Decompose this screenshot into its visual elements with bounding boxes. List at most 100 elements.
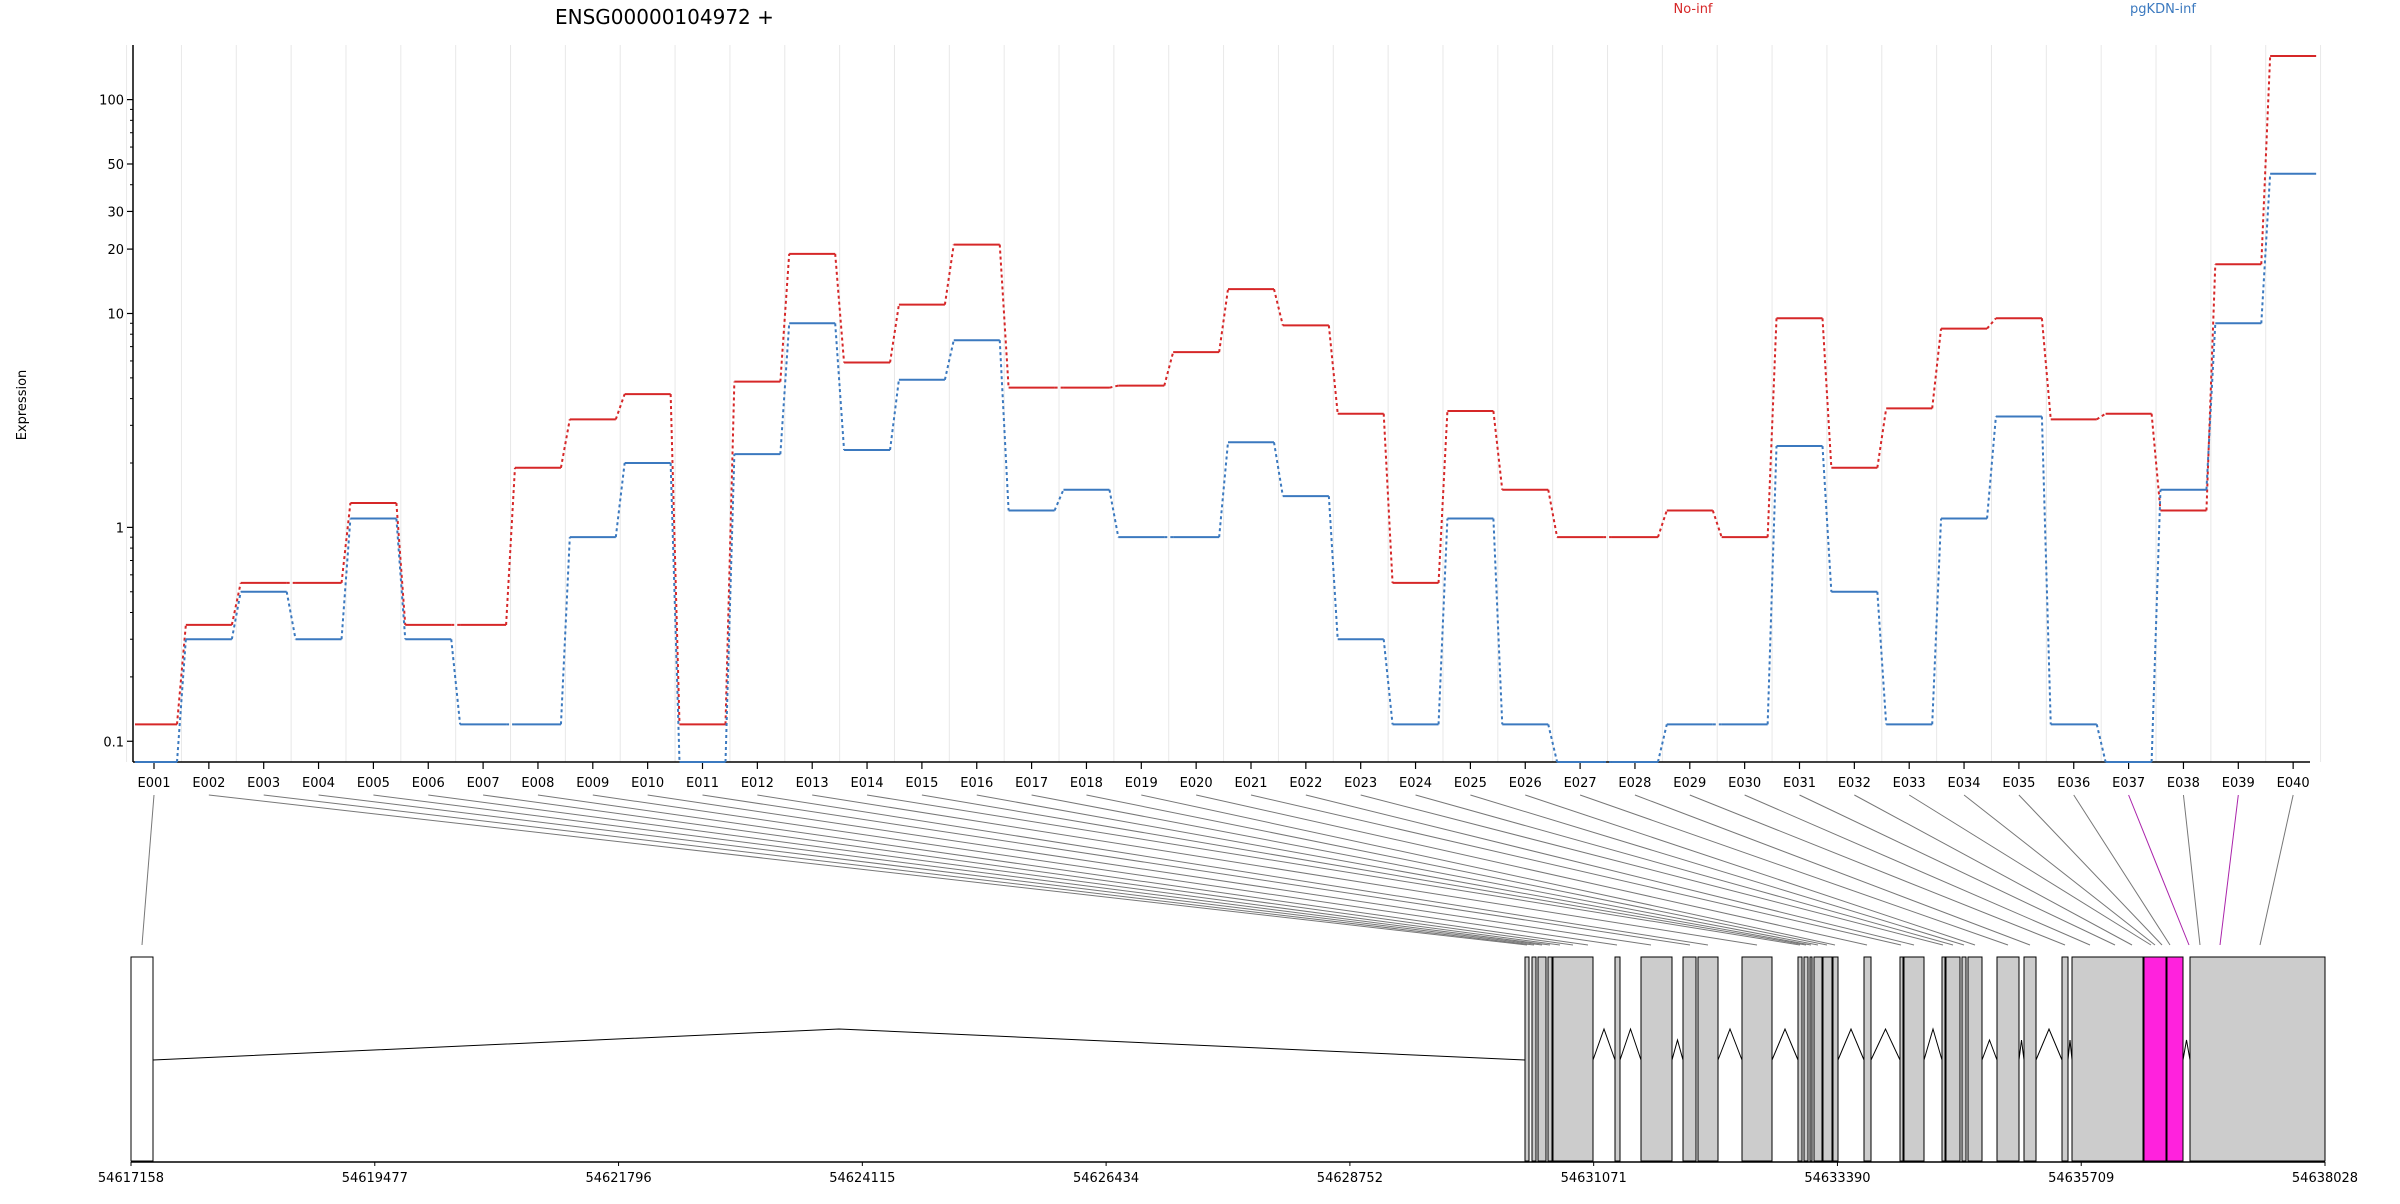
x-tick-label: E001 [137, 776, 170, 791]
exon-box [1797, 956, 1803, 1162]
exon-link-line [1963, 794, 2156, 946]
series-connector [285, 591, 297, 640]
series-connector [340, 502, 352, 584]
exon-link-line [2128, 794, 2190, 946]
x-tick-label: E038 [2167, 776, 2200, 791]
exon-link-line [537, 794, 1589, 946]
genomic-coordinate-label: 54631071 [1561, 1171, 1627, 1186]
series-connector [1876, 408, 1888, 468]
chart-title: ENSG00000104972 + [555, 5, 774, 29]
series-connector [1108, 489, 1120, 538]
intron-line [1671, 1038, 1684, 1061]
x-tick-label: E035 [2002, 776, 2035, 791]
exon-box [1822, 956, 1833, 1162]
exon-link-line [757, 794, 1709, 946]
exon-link-line [1579, 794, 2009, 946]
series-connector [943, 339, 955, 380]
exon-link-line [1360, 794, 1944, 946]
intron-line [2182, 1039, 2191, 1061]
exon-box [1547, 956, 1553, 1162]
intron-line [1981, 1038, 1998, 1061]
series-connector [2150, 413, 2162, 511]
exon-link-line [1908, 794, 2152, 946]
series-pgkdn-inf [135, 172, 2317, 763]
series-connector [2096, 412, 2107, 421]
series-connector [450, 639, 462, 725]
x-tick-label: E032 [1838, 776, 1871, 791]
y-tick-label: 10 [107, 307, 124, 322]
y-tick-label: 30 [107, 205, 124, 220]
x-tick-label: E016 [960, 776, 993, 791]
x-tick-label: E014 [851, 776, 884, 791]
exon-box [2061, 956, 2069, 1162]
exon-link-line [866, 794, 1801, 946]
series-connector [1657, 510, 1668, 538]
intron-line [1870, 1027, 1901, 1061]
x-tick-label: E017 [1015, 776, 1048, 791]
series-connector [1547, 489, 1559, 538]
x-tick-label: E027 [1564, 776, 1597, 791]
genomic-coordinate-label: 54633390 [1804, 1171, 1870, 1186]
series-connector [395, 518, 407, 640]
exon-box [1614, 956, 1621, 1162]
exon-link-line [428, 794, 1561, 946]
series-layer [135, 54, 2317, 763]
x-tick-label: E002 [192, 776, 225, 791]
exon-box [1996, 956, 2020, 1162]
x-tick-label: E005 [357, 776, 390, 791]
x-tick-label: E008 [521, 776, 554, 791]
exon-link-line [2182, 794, 2201, 946]
series-connector [2205, 323, 2217, 490]
exon-link-line [1141, 794, 1836, 946]
exon-box [1741, 956, 1773, 1162]
series-connector [1876, 591, 1888, 725]
series-connector [614, 393, 626, 420]
intron-line [2018, 1039, 2025, 1061]
exon-link-line [1470, 794, 1965, 946]
intron-line [2035, 1027, 2063, 1061]
exon-box [1809, 956, 1813, 1162]
x-tick-label: E007 [467, 776, 500, 791]
series-connector [505, 467, 516, 625]
exon-box [2143, 956, 2167, 1162]
series-connector [889, 304, 900, 363]
exon-box [1941, 956, 1946, 1162]
intron-line [1837, 1027, 1865, 1061]
genomic-coordinate-label: 54619477 [342, 1171, 408, 1186]
exon-box [1640, 956, 1673, 1162]
x-tick-label: E020 [1180, 776, 1213, 791]
exon-box [1537, 956, 1547, 1162]
intron-line [1771, 1027, 1799, 1061]
x-tick-label: E025 [1454, 776, 1487, 791]
exon-box [2023, 956, 2037, 1162]
intron-line [2067, 1039, 2073, 1061]
exon-link-line [141, 794, 155, 946]
series-connector [559, 419, 571, 468]
genomic-coordinate-label: 54617158 [98, 1171, 164, 1186]
exon-box [1682, 956, 1697, 1162]
exon-link-line [483, 794, 1574, 946]
series-connector [1986, 416, 1997, 519]
series-connector [2205, 264, 2217, 511]
series-connector [1109, 384, 1119, 389]
exon-box [1524, 956, 1530, 1162]
exon-box [1552, 956, 1594, 1162]
x-tick-label: E009 [576, 776, 609, 791]
x-tick-label: E021 [1234, 776, 1267, 791]
exon-link-line [812, 794, 1758, 946]
exon-box [1803, 956, 1809, 1162]
legend-label-pgkdn-inf: pgKDN-inf [2130, 2, 2196, 17]
x-tick-label: E026 [1509, 776, 1542, 791]
x-tick-label: E006 [412, 776, 445, 791]
exon-link-line [1415, 794, 1954, 946]
y-tick-label: 50 [107, 158, 124, 173]
exon-link-line [647, 794, 1652, 946]
x-tick-label: E036 [2057, 776, 2090, 791]
exon-link-line [2259, 794, 2294, 946]
exon-link-line [1799, 794, 2116, 946]
exon-link-line [1031, 794, 1819, 946]
genomic-coordinate-label: 54635709 [2048, 1171, 2114, 1186]
series-connector [1218, 442, 1229, 538]
series-connector [2260, 55, 2272, 265]
